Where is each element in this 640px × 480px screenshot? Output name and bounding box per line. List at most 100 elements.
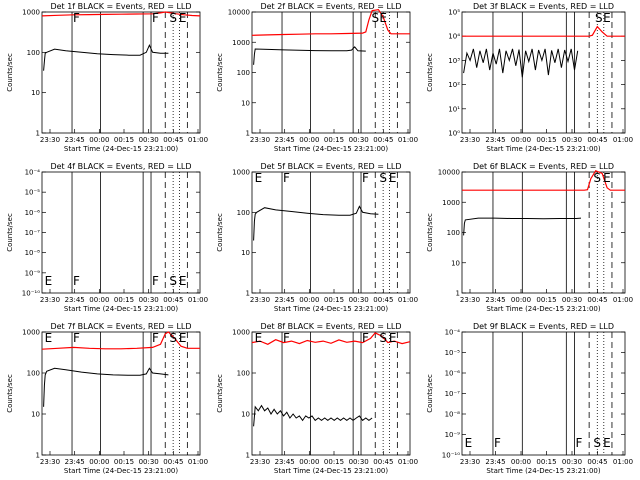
x-tick-label: 00:45 — [163, 458, 183, 466]
x-tick-label: 23:30 — [250, 136, 270, 144]
event-marker-label: F — [283, 331, 290, 345]
x-tick-label: 00:30 — [349, 296, 369, 304]
y-tick-label: 10⁻⁸ — [445, 411, 461, 419]
event-marker-label: F — [73, 274, 80, 288]
x-tick-label: 00:45 — [373, 458, 393, 466]
x-tick-label: 00:15 — [114, 296, 134, 304]
panel-det-6: Det 6f BLACK = Events, RED = LLD 1 10 100 10… — [426, 162, 633, 313]
y-tick-label: 100 — [447, 229, 460, 237]
y-tick-label: 10⁻⁴ — [25, 169, 41, 177]
x-tick-label: 23:30 — [460, 296, 480, 304]
y-tick-label: 1000 — [232, 329, 250, 337]
x-tick-label: 23:45 — [485, 458, 505, 466]
y-axis-label: Counts/sec — [426, 53, 434, 92]
y-tick-label: 1 — [246, 452, 250, 460]
panel-title: Det 3f BLACK = Events, RED = LLD — [473, 2, 614, 11]
y-axis-label: Counts/sec — [426, 374, 434, 413]
plot-frame — [251, 171, 411, 294]
x-axis-label: Start Time (24-Dec-15 23:21:00) — [486, 305, 600, 313]
x-tick-label: 00:30 — [349, 458, 369, 466]
x-tick-label: 01:00 — [398, 136, 418, 144]
y-tick-label: 1 — [246, 290, 250, 298]
event-marker-label: E — [389, 331, 397, 345]
y-axis-label: Counts/sec — [216, 53, 224, 92]
y-tick-label: 1 — [36, 452, 40, 460]
plot-frame — [251, 11, 411, 134]
x-tick-label: 01:00 — [188, 458, 208, 466]
x-tick-label: 00:30 — [139, 136, 159, 144]
x-tick-label: 00:15 — [114, 136, 134, 144]
x-tick-label: 00:00 — [511, 458, 531, 466]
event-marker-label: S — [372, 11, 380, 25]
y-tick-label: 1 — [456, 290, 460, 298]
x-tick-label: 00:30 — [139, 458, 159, 466]
x-tick-label: 00:15 — [324, 458, 344, 466]
panel-title: Det 6f BLACK = Events, RED = LLD — [473, 162, 614, 171]
x-tick-label: 00:45 — [373, 296, 393, 304]
x-tick-label: 23:30 — [460, 136, 480, 144]
x-tick-label: 00:30 — [562, 136, 582, 144]
y-tick-label: 10⁻⁵ — [25, 189, 41, 197]
y-tick-label: 1000 — [22, 329, 40, 337]
y-tick-label: 10⁻⁹ — [445, 431, 461, 439]
y-tick-label: 10⁻⁸ — [25, 249, 41, 257]
panel-det-7: Det 7f BLACK = Events, RED = LLD 1 10 100 10… — [6, 322, 208, 475]
event-marker-label: F — [152, 331, 159, 345]
x-tick-label: 00:45 — [587, 296, 607, 304]
y-tick-label: 10⁻⁷ — [445, 390, 461, 398]
x-tick-label: 23:45 — [275, 136, 295, 144]
plot-frame — [461, 11, 626, 134]
x-tick-label: 00:15 — [536, 136, 556, 144]
x-tick-label: 01:00 — [613, 296, 633, 304]
panel-det-1: Det 1f BLACK = Events, RED = LLD 1 10 100 10… — [6, 2, 208, 153]
event-marker-label: E — [179, 274, 187, 288]
y-tick-label: 100 — [237, 209, 250, 217]
x-tick-label: 00:00 — [89, 136, 109, 144]
event-marker-label: S — [593, 436, 601, 450]
x-tick-label: 23:30 — [40, 296, 60, 304]
panel-title: Det 8f BLACK = Events, RED = LLD — [260, 322, 401, 331]
y-tick-label: 10⁻⁶ — [25, 209, 41, 217]
panel-title: Det 2f BLACK = Events, RED = LLD — [260, 2, 401, 11]
event-marker-label: S — [595, 11, 603, 25]
y-tick-label: 10⁻⁹ — [25, 269, 41, 277]
y-axis-label: Counts/sec — [216, 374, 224, 413]
x-axis-label: Start Time (24-Dec-15 23:21:00) — [486, 467, 600, 475]
y-axis-label: Counts/sec — [6, 374, 14, 413]
x-tick-label: 00:15 — [536, 296, 556, 304]
y-tick-label: 10000 — [438, 169, 460, 177]
x-tick-label: 00:00 — [511, 296, 531, 304]
panel-det-3: Det 3f BLACK = Events, RED = LLD 10⁰ 10¹ 10… — [426, 2, 633, 153]
x-tick-label: 23:30 — [250, 458, 270, 466]
x-tick-label: 00:30 — [562, 458, 582, 466]
x-tick-label: 23:45 — [65, 136, 85, 144]
x-tick-label: 23:45 — [65, 296, 85, 304]
event-marker-label: S — [169, 274, 177, 288]
x-tick-label: 00:30 — [562, 296, 582, 304]
event-marker-label: E — [603, 171, 611, 185]
events-series-line — [253, 205, 379, 241]
y-tick-label: 10⁻⁶ — [445, 370, 461, 378]
x-axis-label: Start Time (24-Dec-15 23:21:00) — [274, 145, 388, 153]
events-series-line — [463, 217, 582, 236]
event-marker-label: S — [169, 11, 177, 25]
events-series-line — [253, 404, 373, 427]
x-tick-label: 00:00 — [299, 458, 319, 466]
x-axis-label: Start Time (24-Dec-15 23:21:00) — [486, 145, 600, 153]
x-tick-label: 23:45 — [275, 296, 295, 304]
x-tick-label: 00:15 — [536, 458, 556, 466]
y-tick-label: 1000 — [232, 169, 250, 177]
panel-det-4: Det 4f BLACK = Events, RED = LLD 10⁻¹⁰ 10⁻… — [6, 162, 208, 313]
y-tick-label: 1000 — [232, 39, 250, 47]
y-tick-label: 10¹ — [448, 105, 460, 113]
x-tick-label: 00:45 — [587, 458, 607, 466]
lld-series-line — [41, 11, 201, 17]
x-tick-label: 00:15 — [324, 296, 344, 304]
y-tick-label: 10⁴ — [448, 33, 460, 41]
x-tick-label: 23:30 — [40, 136, 60, 144]
panel-title: Det 4f BLACK = Events, RED = LLD — [50, 162, 191, 171]
panel-det-8: Det 8f BLACK = Events, RED = LLD 1 10 100 10… — [216, 322, 418, 475]
y-tick-label: 10⁵ — [448, 9, 460, 17]
x-tick-label: 01:00 — [613, 458, 633, 466]
events-series-line — [43, 43, 169, 71]
